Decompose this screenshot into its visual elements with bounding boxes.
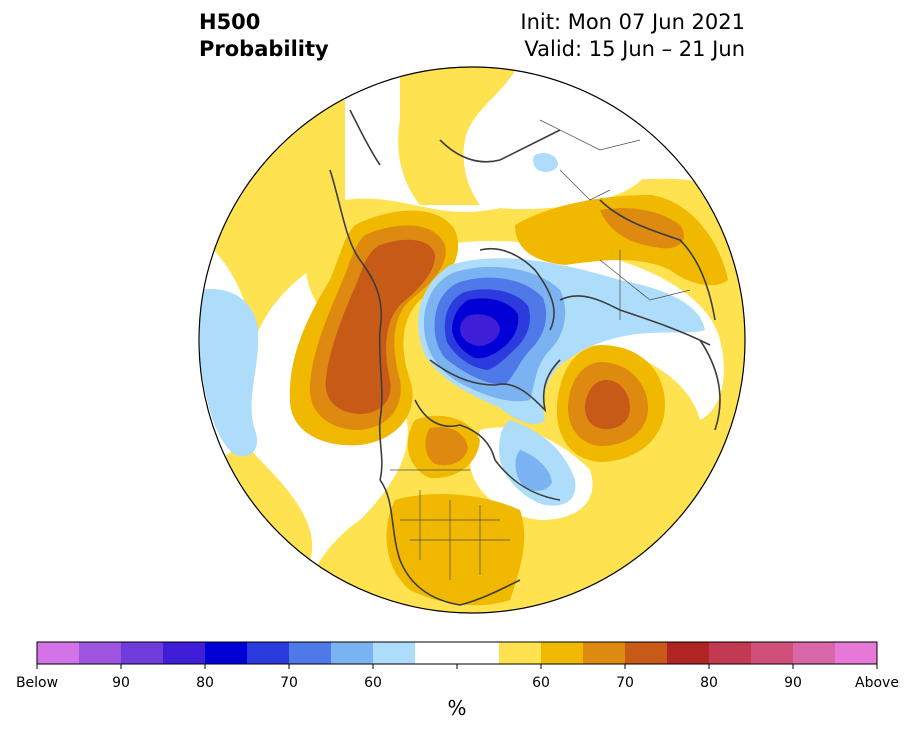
probability-field: [199, 67, 745, 613]
colorbar: [36, 641, 878, 669]
init-date: Init: Mon 07 Jun 2021: [520, 10, 745, 34]
colorbar-tick-label: 70: [616, 675, 634, 691]
colorbar-tick-label: 80: [700, 675, 718, 691]
valid-range: Valid: 15 Jun – 21 Jun: [524, 37, 745, 61]
colorbar-cell: [415, 642, 458, 664]
colorbar-cell: [373, 642, 416, 664]
colorbar-cell: [583, 642, 626, 664]
colorbar-cell: [289, 642, 332, 664]
polar-map: [198, 66, 746, 614]
colorbar-cell: [79, 642, 122, 664]
colorbar-cell: [457, 642, 500, 664]
colorbar-cell: [205, 642, 248, 664]
below-region-arctic-85: [460, 314, 500, 346]
coastlines: [329, 109, 721, 606]
colorbar-tick-label: 80: [196, 675, 214, 691]
colorbar-cell: [499, 642, 542, 664]
colorbar-cell: [835, 642, 878, 664]
colorbar-cell: [331, 642, 374, 664]
colorbar-cell: [751, 642, 794, 664]
below-region-pacific: [200, 289, 259, 457]
colorbar-cell: [247, 642, 290, 664]
colorbar-tick-label: Below: [15, 675, 59, 691]
colorbar-cell: [121, 642, 164, 664]
colorbar-tick-label: 60: [532, 675, 550, 691]
colorbar-cell: [709, 642, 752, 664]
colorbar-cell: [163, 642, 206, 664]
product-name: Probability: [199, 37, 329, 61]
colorbar-cell: [37, 642, 80, 664]
above-region-europe-70: [600, 208, 684, 249]
below-region-siberia: [533, 153, 558, 173]
colorbar-unit: %: [447, 696, 467, 720]
colorbar-tick-label: Above: [855, 675, 899, 691]
above-region-north: [398, 67, 520, 205]
title-right: Init: Mon 07 Jun 2021 Valid: 15 Jun – 21…: [520, 9, 745, 63]
above-region-60: [200, 100, 345, 588]
above-region-europe-65: [515, 195, 728, 286]
colorbar-tick-label: 60: [364, 675, 382, 691]
colorbar-cell: [541, 642, 584, 664]
below-region-labrador-65: [515, 450, 552, 491]
colorbar-tick-label: 70: [280, 675, 298, 691]
above-region-us-65: [386, 494, 525, 606]
above-region-hudson-70: [425, 426, 468, 466]
colorbar-cell: [667, 642, 710, 664]
colorbar-cell: [625, 642, 668, 664]
colorbar-tick-label: 90: [784, 675, 802, 691]
country-borders: [390, 119, 691, 580]
colorbar-cell: [793, 642, 836, 664]
above-region-atlantic-75: [584, 380, 630, 430]
variable-name: H500: [199, 10, 261, 34]
map-boundary: [198, 66, 746, 614]
title-left: H500 Probability: [199, 9, 329, 63]
colorbar-tick-label: 90: [112, 675, 130, 691]
